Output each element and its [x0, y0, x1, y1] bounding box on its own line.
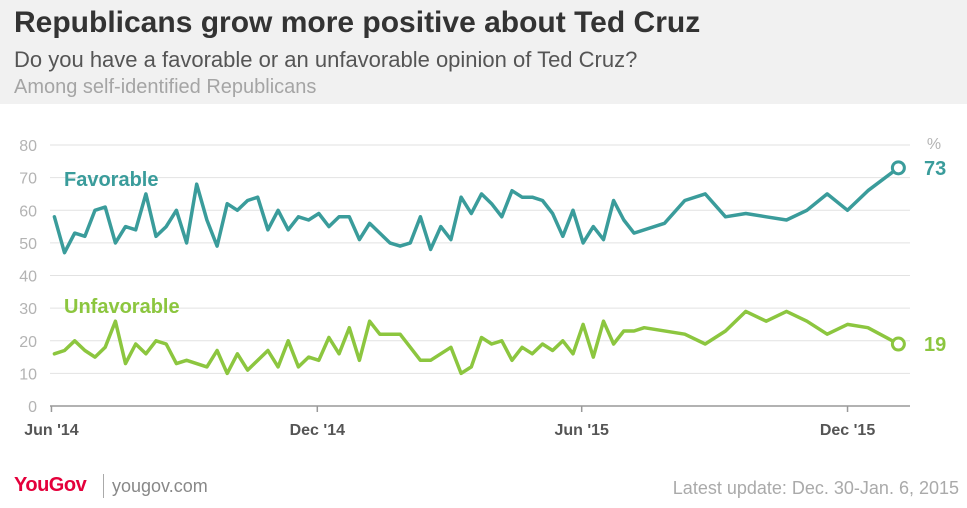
end-value-label: 19 — [924, 334, 946, 356]
y-tick-label: 50 — [19, 236, 37, 253]
chart-header: Republicans grow more positive about Ted… — [0, 0, 967, 104]
end-point-marker — [890, 160, 906, 176]
y-axis-ticks: 0 10 20 30 40 50 60 70 80% — [19, 136, 941, 416]
end-point-marker — [890, 336, 906, 352]
x-tick-label: Jun '14 — [24, 422, 79, 439]
y-tick-label: 80 — [19, 138, 37, 155]
y-tick-label: 0 — [28, 399, 37, 416]
latest-update-text: Latest update: Dec. 30-Jan. 6, 2015 — [672, 478, 959, 498]
y-tick-label: 40 — [19, 269, 37, 286]
chart-subtitle: Do you have a favorable or an unfavorabl… — [14, 47, 638, 72]
x-tick-label: Jun '15 — [554, 422, 609, 439]
end-value-label: 73 — [924, 158, 946, 180]
x-axis: Jun '14 Dec '14 Jun '15 Dec '15 — [24, 405, 910, 439]
series-lines — [52, 160, 906, 376]
footer-divider — [103, 474, 104, 498]
y-tick-label: 10 — [19, 366, 37, 383]
series-name-label: Favorable — [64, 169, 158, 191]
y-tick-label: 30 — [19, 301, 37, 318]
y-tick-label: 70 — [19, 171, 37, 188]
unit-label: % — [927, 136, 941, 153]
line-chart: 0 10 20 30 40 50 60 70 80% Jun '14 Dec '14 Jun '15… — [19, 136, 946, 439]
chart-population-note: Among self-identified Republicans — [14, 76, 317, 98]
series-labels: 73 Favorable 19 Unfavorable — [64, 158, 946, 356]
footer-site-link[interactable]: yougov.com — [112, 476, 208, 496]
y-tick-label: 60 — [19, 203, 37, 220]
x-tick-label: Dec '15 — [820, 422, 876, 439]
yougov-logo: YouGov — [14, 474, 87, 496]
series-name-label: Unfavorable — [64, 296, 180, 318]
x-tick-label: Dec '14 — [290, 422, 346, 439]
y-tick-label: 20 — [19, 334, 37, 351]
series-line-favorable — [52, 166, 901, 255]
chart-title: Republicans grow more positive about Ted… — [14, 6, 701, 39]
series-line-unfavorable — [52, 309, 901, 376]
